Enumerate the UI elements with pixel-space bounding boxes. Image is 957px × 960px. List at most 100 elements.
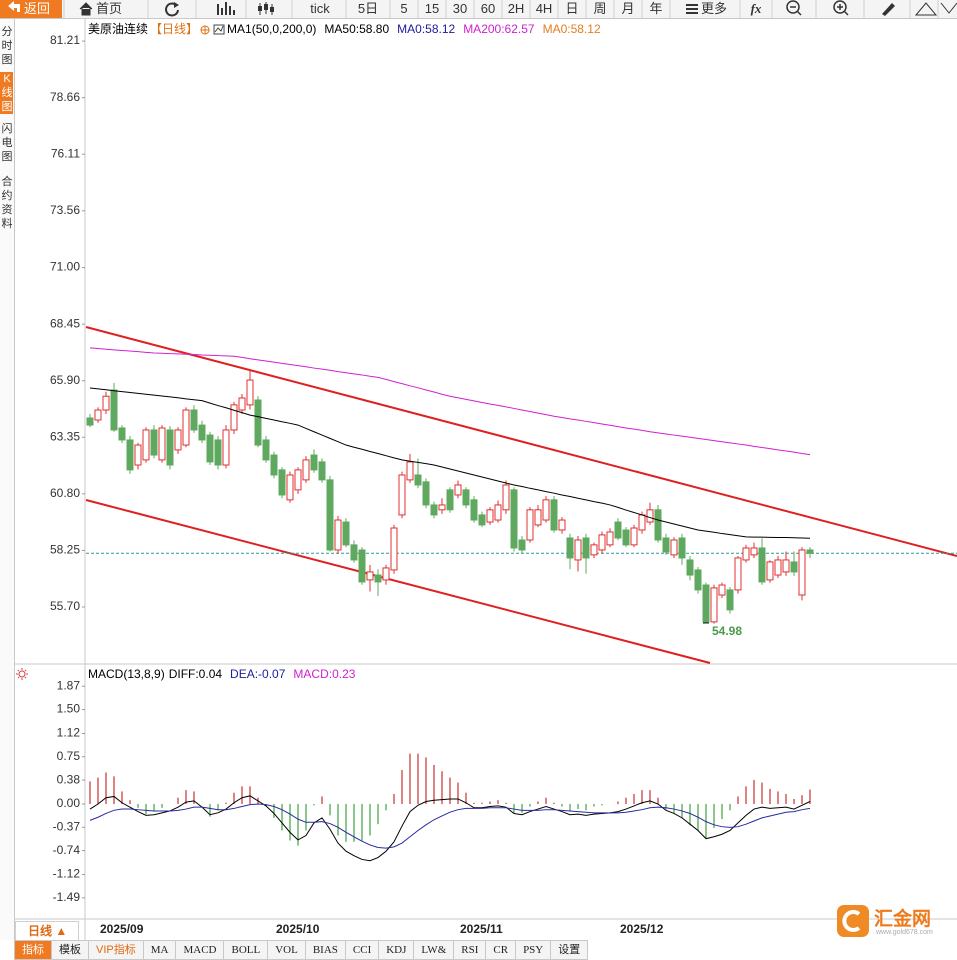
candle-body bbox=[662, 537, 670, 553]
candle-body bbox=[518, 539, 526, 551]
candle-body bbox=[350, 544, 358, 561]
indicator-tab[interactable]: CCI bbox=[345, 940, 380, 960]
candle-body bbox=[766, 561, 774, 581]
candle-body bbox=[294, 469, 302, 491]
toolbar: 返回 首页 tick 5日 5 15 30 60 2H 4H 日周月年 更多 fx bbox=[0, 0, 957, 19]
candle-body bbox=[654, 509, 662, 541]
candle-body bbox=[510, 489, 518, 549]
candle-body bbox=[590, 544, 598, 556]
candle-body bbox=[430, 504, 438, 516]
y-tick-label: 1.50 bbox=[57, 702, 81, 716]
side-tab[interactable]: 分时图 bbox=[1, 26, 13, 66]
candle-body bbox=[262, 439, 270, 461]
candle-body bbox=[446, 489, 454, 511]
toolbar-button[interactable]: 5 bbox=[400, 1, 408, 16]
indicator-tab[interactable]: MACD bbox=[176, 940, 225, 960]
indicator-tab[interactable]: 模板 bbox=[52, 940, 89, 960]
toolbar-button[interactable]: 5日 bbox=[357, 1, 379, 16]
candle-body bbox=[646, 509, 654, 523]
candle-body bbox=[694, 569, 702, 591]
toolbar-button[interactable]: 2H bbox=[507, 1, 525, 16]
candle-body bbox=[566, 537, 574, 559]
home-button[interactable]: 首页 bbox=[96, 1, 123, 16]
candle-body bbox=[558, 519, 566, 531]
indicator-tab[interactable]: BOLL bbox=[224, 940, 269, 960]
indicator-tab[interactable]: VOL bbox=[268, 940, 306, 960]
candle-body bbox=[270, 454, 278, 476]
indicator-tab[interactable]: CR bbox=[486, 940, 517, 960]
side-tab[interactable]: 闪电图 bbox=[1, 123, 13, 163]
indicator-tab[interactable]: 设置 bbox=[551, 940, 589, 960]
macd-settings-icon[interactable] bbox=[16, 668, 28, 680]
candle-body bbox=[606, 531, 614, 546]
candle-body bbox=[678, 537, 686, 559]
y-tick-label: 0.00 bbox=[57, 796, 81, 810]
candle-body bbox=[630, 527, 638, 546]
toolbar-button[interactable]: fx bbox=[750, 1, 762, 16]
candle-body bbox=[702, 584, 710, 623]
candle-body bbox=[670, 539, 678, 556]
toolbar-button[interactable]: 60 bbox=[480, 1, 496, 16]
back-button[interactable]: 返回 bbox=[0, 0, 62, 18]
candle-body bbox=[478, 514, 486, 526]
candle-body bbox=[782, 559, 790, 573]
indicator-tab[interactable]: KDJ bbox=[379, 940, 415, 960]
candle-body bbox=[94, 409, 102, 421]
candle-body bbox=[110, 389, 118, 431]
y-tick-label: -1.49 bbox=[53, 890, 81, 904]
candle-body bbox=[422, 481, 430, 506]
candle-body bbox=[806, 549, 814, 554]
indicator-tab[interactable]: RSI bbox=[454, 940, 487, 960]
toolbar-button[interactable]: 30 bbox=[452, 1, 468, 16]
toolbar-button[interactable]: 月 bbox=[621, 1, 635, 16]
candle-body bbox=[206, 434, 214, 463]
legend-entry: DEA:-0.07 bbox=[230, 667, 286, 681]
candle-body bbox=[534, 509, 542, 526]
period-button[interactable]: 日线 ▲ bbox=[15, 921, 79, 941]
candle-body bbox=[750, 547, 758, 556]
candle-body bbox=[238, 397, 246, 411]
indicator-tab[interactable]: BIAS bbox=[305, 940, 346, 960]
legend-entry: MA0:58.12 bbox=[543, 22, 601, 36]
y-tick-label: -1.12 bbox=[53, 867, 81, 881]
candle-body bbox=[438, 504, 446, 511]
toolbar-button[interactable]: 年 bbox=[649, 1, 663, 16]
candle-body bbox=[470, 499, 478, 521]
logo-icon bbox=[837, 905, 869, 937]
indicator-line bbox=[89, 347, 811, 456]
candle-body bbox=[486, 509, 494, 523]
indicator-icon bbox=[214, 25, 224, 33]
x-tick-label: 2025/11 bbox=[460, 922, 503, 936]
indicator-tab[interactable]: LW& bbox=[414, 940, 455, 960]
candle-body bbox=[198, 424, 206, 441]
candle-body bbox=[614, 521, 622, 539]
candle-body bbox=[726, 589, 734, 611]
candle-body bbox=[710, 587, 718, 623]
indicator-name: MA1(50,0,200,0) bbox=[227, 22, 316, 36]
period-icon bbox=[201, 26, 210, 34]
y-tick-label: -0.37 bbox=[53, 819, 81, 833]
candle-body bbox=[214, 439, 222, 466]
indicator-line bbox=[89, 795, 811, 862]
toolbar-button[interactable]: 4H bbox=[535, 1, 553, 16]
candle-body bbox=[302, 459, 310, 481]
x-tick-label: 2025/10 bbox=[276, 922, 320, 936]
y-tick-label: 73.56 bbox=[50, 203, 80, 217]
indicator-tab[interactable]: MA bbox=[143, 940, 177, 960]
toolbar-button[interactable]: tick bbox=[310, 1, 330, 16]
toolbar-button[interactable]: 15 bbox=[424, 1, 440, 16]
y-tick-label: 68.45 bbox=[50, 316, 80, 330]
side-tab[interactable]: K线图 bbox=[0, 72, 13, 114]
indicator-tab[interactable]: PSY bbox=[516, 940, 552, 960]
indicator-tab[interactable]: 指标 bbox=[14, 940, 52, 960]
toolbar-button[interactable]: 日 bbox=[565, 1, 579, 16]
side-tab[interactable]: 合约资料 bbox=[1, 176, 13, 230]
toolbar-button[interactable]: 更多 bbox=[700, 1, 728, 16]
indicator-tab[interactable]: VIP指标 bbox=[89, 940, 144, 960]
candle-body bbox=[574, 539, 582, 561]
y-tick-label: 65.90 bbox=[50, 373, 80, 387]
toolbar-button[interactable]: 周 bbox=[593, 1, 607, 16]
indicator-icon bbox=[213, 24, 225, 35]
